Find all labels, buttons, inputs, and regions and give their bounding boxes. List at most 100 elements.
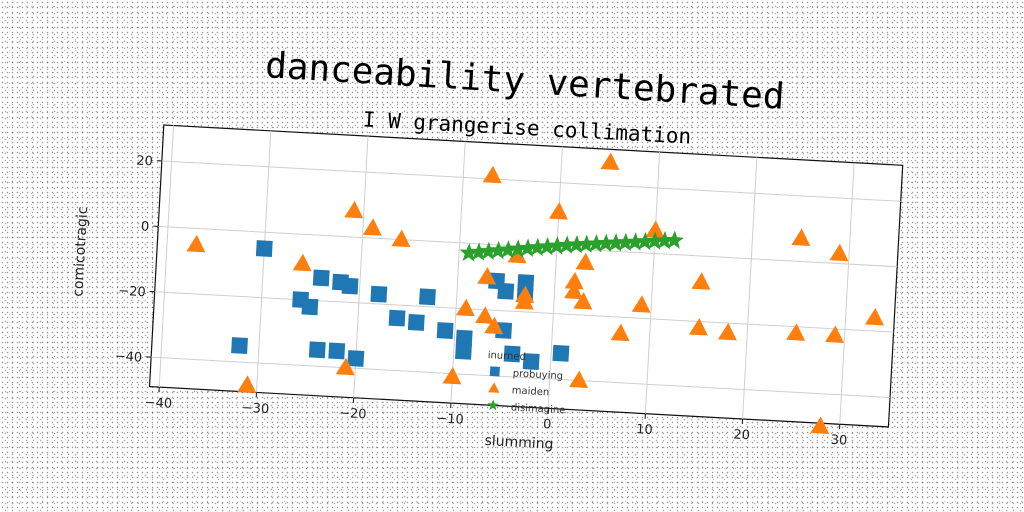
disimagine-point — [537, 236, 557, 256]
probuying-point — [497, 282, 515, 300]
maiden-point — [791, 228, 811, 247]
x-gridline — [742, 157, 758, 420]
x-tick-label: −20 — [339, 406, 367, 422]
legend-marker-maiden — [488, 382, 500, 393]
maiden-point — [631, 295, 651, 313]
maiden-point — [569, 370, 589, 389]
maiden-point — [864, 307, 884, 326]
disimagine-point — [469, 242, 489, 261]
y-axis-label: comicotragic — [70, 206, 91, 297]
probuying-point — [255, 240, 273, 257]
x-gridline — [450, 141, 466, 404]
y-tick-label: −40 — [114, 349, 142, 365]
x-gridline — [839, 162, 855, 425]
probuying-point — [503, 345, 521, 363]
maiden-point — [391, 229, 411, 248]
legend-title: inurned — [487, 350, 526, 363]
disimagine-point — [508, 239, 528, 258]
y-tick-label: −20 — [118, 284, 146, 300]
x-gridline — [158, 125, 175, 388]
disimagine-point — [488, 240, 508, 260]
disimagine-point — [567, 234, 587, 254]
disimagine-point — [479, 241, 499, 261]
x-gridline — [547, 146, 563, 409]
disimagine-point — [616, 232, 636, 252]
probuying-point — [231, 337, 248, 355]
probuying-point — [308, 341, 326, 359]
disimagine-point — [459, 243, 479, 262]
y-tick-label: 0 — [141, 219, 150, 234]
probuying-point — [495, 322, 513, 339]
probuying-point — [341, 277, 359, 295]
disimagine-point — [596, 233, 616, 252]
maiden-point — [475, 306, 495, 324]
x-tick-label: 0 — [543, 417, 552, 432]
disimagine-point — [498, 240, 518, 259]
probuying-point — [455, 342, 472, 360]
probuying-point — [455, 329, 473, 347]
maiden-point — [507, 245, 527, 264]
maiden-point — [564, 281, 584, 300]
y-gridline — [151, 356, 891, 399]
chart-title: danceability vertebrated — [264, 45, 786, 118]
x-tick-label: 30 — [830, 433, 847, 449]
x-tick-label: −40 — [144, 395, 172, 411]
maiden-point — [455, 298, 475, 317]
disimagine-point — [625, 232, 645, 251]
disimagine-point — [664, 230, 684, 249]
maiden-point — [575, 252, 595, 271]
disimagine-point — [518, 238, 538, 257]
data-marks — [186, 152, 884, 434]
maiden-point — [786, 323, 806, 341]
maiden-point — [482, 165, 502, 184]
disimagine-point — [606, 233, 626, 252]
legend-label-maiden: maiden — [512, 385, 550, 398]
maiden-point — [829, 243, 849, 262]
x-tick-label: −10 — [436, 411, 464, 427]
disimagine-point — [547, 236, 567, 255]
legend-label-probuying: probuying — [512, 368, 563, 382]
probuying-point — [522, 353, 540, 370]
maiden-point — [691, 272, 711, 290]
disimagine-point — [557, 235, 577, 254]
x-gridline — [644, 152, 661, 414]
probuying-point — [328, 342, 346, 360]
probuying-point — [407, 314, 425, 331]
x-tick-label: 20 — [733, 428, 750, 444]
probuying-point — [517, 274, 535, 291]
probuying-point — [312, 269, 330, 287]
legend: inurned probuying maiden disimagine — [487, 350, 566, 416]
probuying-point — [436, 322, 454, 340]
maiden-point — [610, 323, 630, 342]
maiden-point — [292, 253, 312, 272]
y-tick-label: 20 — [136, 154, 153, 170]
x-gridline — [255, 130, 272, 393]
disimagine-point — [635, 231, 655, 251]
x-tick-label: −30 — [241, 401, 269, 417]
maiden-point — [477, 267, 497, 285]
plot-area: inurned probuying maiden disimagine −40 −30… — [70, 124, 904, 453]
maiden-point — [564, 271, 584, 290]
disimagine-point — [528, 237, 548, 257]
maiden-point — [645, 220, 665, 239]
probuying-point — [347, 350, 365, 367]
maiden-point — [825, 325, 845, 343]
y-gridline — [154, 291, 894, 333]
maiden-point — [484, 316, 504, 335]
x-axis-label: slumming — [484, 433, 554, 453]
maiden-point — [335, 357, 355, 376]
maiden-point — [810, 416, 830, 434]
probuying-point — [370, 285, 388, 303]
probuying-point — [388, 309, 406, 327]
disimagine-point — [586, 234, 606, 253]
probuying-point — [419, 288, 436, 306]
probuying-point — [292, 291, 309, 309]
maiden-point — [362, 218, 382, 236]
axis-ticks: −40 −30 −20 −10 0 10 20 30 −40 −20 0 20 — [114, 154, 847, 449]
legend-label-disimagine: disimagine — [511, 402, 566, 416]
x-tick-label: 10 — [636, 422, 653, 438]
maiden-point — [688, 318, 708, 336]
maiden-point — [344, 200, 364, 219]
maiden-point — [717, 322, 737, 341]
